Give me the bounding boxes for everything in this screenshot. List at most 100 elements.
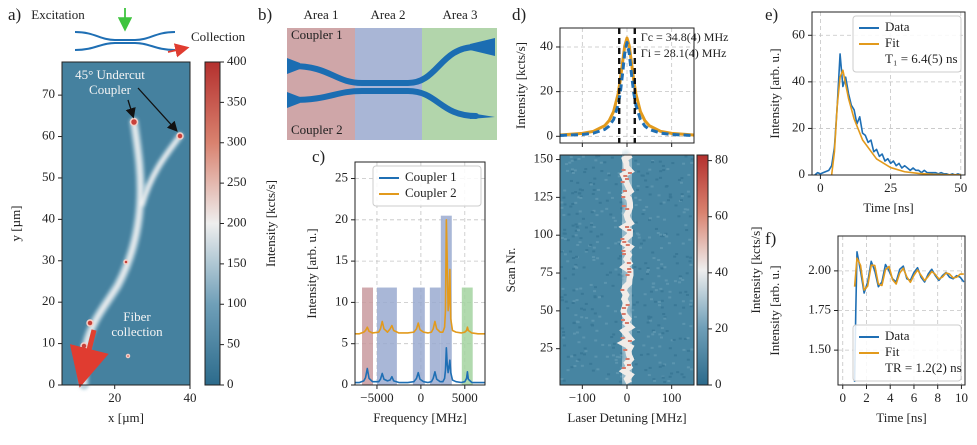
heatmap-noise bbox=[654, 289, 658, 292]
heatmap-noise bbox=[682, 306, 686, 309]
heatmap-noise bbox=[593, 290, 597, 293]
heatmap-noise bbox=[687, 195, 691, 198]
heatmap-noise bbox=[657, 300, 661, 303]
heatmap-noise bbox=[678, 281, 682, 284]
heatmap-noise bbox=[650, 346, 654, 349]
annotation: Collection bbox=[191, 29, 246, 44]
x-tick-label: −100 bbox=[569, 390, 596, 405]
heatmap-noise bbox=[659, 170, 663, 173]
heatmap-noise bbox=[569, 205, 573, 208]
x-axis-label: Time [ns] bbox=[876, 410, 926, 425]
x-tick-label: −5000 bbox=[360, 390, 393, 405]
region bbox=[461, 287, 473, 385]
heatmap-noise bbox=[570, 170, 574, 173]
axes-frame bbox=[559, 154, 695, 386]
heatmap-noise bbox=[572, 321, 576, 324]
colorbar-tick-label: 50 bbox=[227, 336, 240, 351]
heatmap-noise bbox=[575, 225, 579, 228]
heatmap-noise bbox=[611, 354, 615, 357]
heatmap-noise bbox=[594, 159, 598, 162]
heatmap-noise bbox=[649, 290, 653, 293]
heatmap-noise bbox=[578, 222, 582, 225]
heatmap-noise bbox=[596, 235, 600, 238]
panel-label: c) bbox=[312, 147, 325, 166]
heatmap-noise bbox=[664, 279, 668, 282]
heatmap-noise bbox=[566, 307, 570, 310]
colorbar-tick-label: 0 bbox=[715, 376, 722, 391]
heatmap-noise bbox=[658, 333, 662, 336]
heatmap-noise bbox=[606, 247, 610, 250]
colorbar-tick-label: 350 bbox=[227, 93, 247, 108]
heatmap-noise bbox=[597, 155, 601, 158]
area-label: Area 3 bbox=[442, 7, 477, 22]
heatmap-peak bbox=[627, 229, 632, 231]
heatmap-peak bbox=[621, 307, 626, 309]
heatmap-noise bbox=[685, 229, 689, 232]
heatmap-noise bbox=[560, 266, 564, 269]
y-tick-label: 0 bbox=[799, 166, 806, 181]
heatmap-noise bbox=[637, 236, 641, 239]
axes-frame bbox=[61, 61, 191, 386]
heatmap-noise bbox=[590, 222, 594, 225]
heatmap-peak bbox=[620, 289, 625, 291]
heatmap-noise bbox=[568, 250, 572, 253]
legend-label: Fit bbox=[885, 35, 900, 50]
series-line bbox=[355, 219, 485, 335]
area-label: Area 2 bbox=[370, 7, 405, 22]
y-tick-label: 20 bbox=[42, 293, 55, 308]
heatmap-noise bbox=[570, 168, 574, 171]
heatmap-noise bbox=[651, 159, 655, 162]
panel-label: e) bbox=[765, 5, 778, 24]
heatmap-noise bbox=[573, 365, 577, 368]
heatmap-noise bbox=[598, 201, 602, 204]
legend-label: Data bbox=[885, 328, 910, 343]
heatmap-noise bbox=[584, 226, 588, 229]
heatmap-noise bbox=[605, 355, 609, 358]
heatmap-noise bbox=[648, 168, 652, 171]
heatmap-noise bbox=[590, 323, 594, 326]
heatmap-noise bbox=[680, 193, 684, 196]
heatmap-noise bbox=[677, 178, 681, 181]
heatmap-noise bbox=[605, 273, 609, 276]
series-line bbox=[853, 257, 964, 291]
heatmap-noise bbox=[657, 275, 661, 278]
legend-frame bbox=[852, 15, 962, 73]
heatmap-noise bbox=[662, 313, 666, 316]
y-tick-label: 40 bbox=[792, 73, 805, 88]
heatmap-peak bbox=[620, 181, 625, 183]
colorbar-tick-label: 250 bbox=[227, 174, 247, 189]
heatmap-d bbox=[560, 149, 694, 387]
heatmap-peak bbox=[622, 241, 627, 243]
heatmap-noise bbox=[577, 229, 581, 232]
heatmap-noise bbox=[572, 267, 576, 270]
heatmap-noise bbox=[634, 363, 638, 366]
heatmap-noise bbox=[600, 262, 604, 265]
heatmap-noise bbox=[656, 232, 660, 235]
heatmap-noise bbox=[614, 358, 618, 361]
heatmap-noise bbox=[679, 276, 683, 279]
heatmap-noise bbox=[578, 210, 582, 213]
colorbar-tick-label: 300 bbox=[227, 134, 247, 149]
coupler-diagram bbox=[287, 28, 497, 140]
heatmap-noise bbox=[658, 345, 662, 348]
heatmap-noise bbox=[668, 375, 672, 378]
heatmap-noise bbox=[635, 232, 639, 235]
heatmap-noise bbox=[660, 263, 664, 266]
heatmap-noise bbox=[645, 205, 649, 208]
heatmap-noise bbox=[571, 301, 575, 304]
series-line bbox=[830, 69, 961, 175]
heatmap-noise bbox=[677, 215, 681, 218]
x-tick-label: 50 bbox=[954, 180, 967, 195]
heatmap-noise bbox=[647, 374, 651, 377]
heatmap-noise bbox=[589, 243, 593, 246]
heatmap-noise bbox=[646, 267, 650, 270]
panel-label: d) bbox=[512, 5, 526, 24]
heatmap-noise bbox=[686, 190, 690, 193]
heatmap-noise bbox=[645, 270, 649, 273]
heatmap-noise bbox=[662, 218, 666, 221]
heatmap-noise bbox=[652, 378, 656, 381]
heatmap-noise bbox=[605, 207, 609, 210]
y-tick-label: 60 bbox=[42, 128, 55, 143]
heatmap-noise bbox=[571, 235, 575, 238]
heatmap-noise bbox=[663, 381, 667, 384]
